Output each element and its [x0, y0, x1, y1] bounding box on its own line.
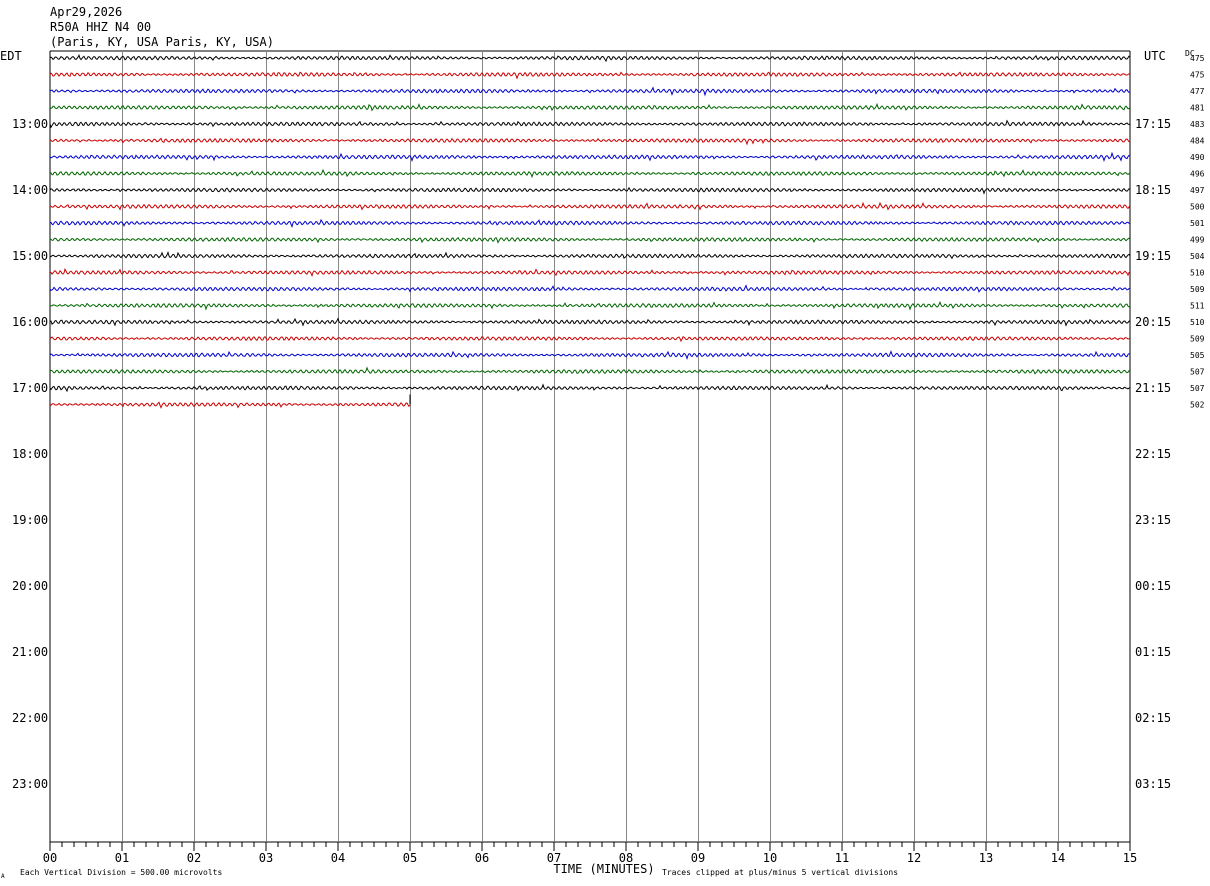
- x-tick-label: 09: [691, 851, 705, 865]
- left-hour-label: 16:00: [12, 315, 48, 329]
- x-tick-label: 08: [619, 851, 633, 865]
- dc-offset-label: 510: [1190, 269, 1205, 278]
- dc-offset-label: 510: [1190, 318, 1205, 327]
- seismic-trace: [49, 137, 1131, 146]
- left-timezone-label: EDT: [0, 49, 22, 63]
- right-timezone-label: UTC: [1144, 49, 1166, 63]
- seismic-trace: [49, 401, 411, 409]
- dc-offset-label: 507: [1190, 368, 1205, 377]
- dc-offset-label: 501: [1190, 219, 1205, 228]
- station-location: (Paris, KY, USA Paris, KY, USA): [50, 35, 274, 49]
- right-hour-label: 00:15: [1135, 579, 1171, 593]
- dc-offset-label: 497: [1190, 186, 1205, 195]
- dc-offset-label: 496: [1190, 170, 1205, 179]
- seismic-trace: [49, 366, 1131, 375]
- dc-offset-label: 481: [1190, 104, 1205, 113]
- clip-note: Traces clipped at plus/minus 5 vertical …: [662, 868, 898, 877]
- right-hour-label: 03:15: [1135, 777, 1171, 791]
- seismic-trace: [49, 201, 1131, 211]
- x-tick-label: 01: [115, 851, 129, 865]
- right-hour-label: 17:15: [1135, 117, 1171, 131]
- trace-rows: [49, 54, 1131, 409]
- axis-labels: 00 01 02 03 04 05 06 07 08 09 10 11 12 13 14 15 13:00 14:…: [12, 54, 1205, 865]
- seismic-trace: [49, 168, 1131, 179]
- x-tick-label: 00: [43, 851, 57, 865]
- dc-offset-label: 475: [1190, 71, 1205, 80]
- seismic-trace: [49, 218, 1131, 228]
- right-hour-label: 21:15: [1135, 381, 1171, 395]
- dc-offset-label: 504: [1190, 252, 1205, 261]
- x-tick-label: 07: [547, 851, 561, 865]
- x-tick-label: 03: [259, 851, 273, 865]
- seismic-trace: [49, 86, 1131, 97]
- left-hour-label: 13:00: [12, 117, 48, 131]
- left-hour-label: 18:00: [12, 447, 48, 461]
- x-tick-label: 10: [763, 851, 777, 865]
- right-hour-label: 18:15: [1135, 183, 1171, 197]
- dc-offset-label: 484: [1190, 137, 1205, 146]
- seismic-trace: [49, 236, 1131, 244]
- seismic-trace: [49, 251, 1131, 260]
- left-hour-label: 20:00: [12, 579, 48, 593]
- seismic-trace: [49, 335, 1131, 343]
- dc-offset-label: 483: [1190, 120, 1205, 129]
- dc-offset-label: 509: [1190, 285, 1205, 294]
- left-hour-label: 15:00: [12, 249, 48, 263]
- seismic-trace: [49, 186, 1131, 195]
- scale-note: Each Vertical Division = 500.00 microvol…: [20, 868, 222, 877]
- left-hour-label: 22:00: [12, 711, 48, 725]
- seismic-trace: [49, 383, 1131, 393]
- dc-column-label: DC: [1185, 49, 1195, 58]
- dc-offset-label: 477: [1190, 87, 1205, 96]
- x-tick-label: 12: [907, 851, 921, 865]
- left-hour-label: 21:00: [12, 645, 48, 659]
- right-hour-label: 20:15: [1135, 315, 1171, 329]
- seismic-trace: [49, 350, 1131, 360]
- dc-offset-label: 505: [1190, 351, 1205, 360]
- right-hour-label: 01:15: [1135, 645, 1171, 659]
- x-tick-label: 14: [1051, 851, 1065, 865]
- seismic-trace: [49, 301, 1131, 311]
- x-tick-label: 02: [187, 851, 201, 865]
- left-hour-label: 14:00: [12, 183, 48, 197]
- right-hour-label: 22:15: [1135, 447, 1171, 461]
- seismic-trace: [49, 119, 1131, 129]
- left-hour-label: 23:00: [12, 777, 48, 791]
- left-hour-label: 19:00: [12, 513, 48, 527]
- record-date: Apr29,2026: [50, 5, 123, 19]
- station-channel: R50A HHZ N4 00: [50, 20, 152, 34]
- dc-offset-label: 475: [1190, 54, 1205, 63]
- x-tick-label: 13: [979, 851, 993, 865]
- seismic-trace: [49, 267, 1131, 278]
- right-hour-label: 23:15: [1135, 513, 1171, 527]
- dc-offset-label: 500: [1190, 203, 1205, 212]
- minute-gridlines: [49, 50, 1131, 851]
- dc-offset-label: 499: [1190, 236, 1205, 245]
- x-tick-label: 04: [331, 851, 345, 865]
- dc-offset-label: 507: [1190, 384, 1205, 393]
- right-hour-label: 19:15: [1135, 249, 1171, 263]
- x-tick-label: 05: [403, 851, 417, 865]
- right-hour-label: 02:15: [1135, 711, 1171, 725]
- dc-offset-label: 509: [1190, 335, 1205, 344]
- x-axis-title: TIME (MINUTES): [553, 862, 654, 876]
- corner-mark: A: [1, 873, 5, 880]
- dc-offset-label: 490: [1190, 153, 1205, 162]
- seismic-trace: [49, 284, 1131, 293]
- seismic-trace: [49, 151, 1131, 163]
- seismic-trace: [49, 102, 1131, 112]
- left-hour-label: 17:00: [12, 381, 48, 395]
- seismic-trace: [49, 317, 1131, 327]
- x-tick-label: 15: [1123, 851, 1137, 865]
- dc-offset-label: 511: [1190, 302, 1205, 311]
- dc-offset-label: 502: [1190, 401, 1205, 410]
- seismic-trace: [49, 54, 1131, 63]
- seismic-trace: [49, 71, 1131, 80]
- x-tick-label: 06: [475, 851, 489, 865]
- x-tick-label: 11: [835, 851, 849, 865]
